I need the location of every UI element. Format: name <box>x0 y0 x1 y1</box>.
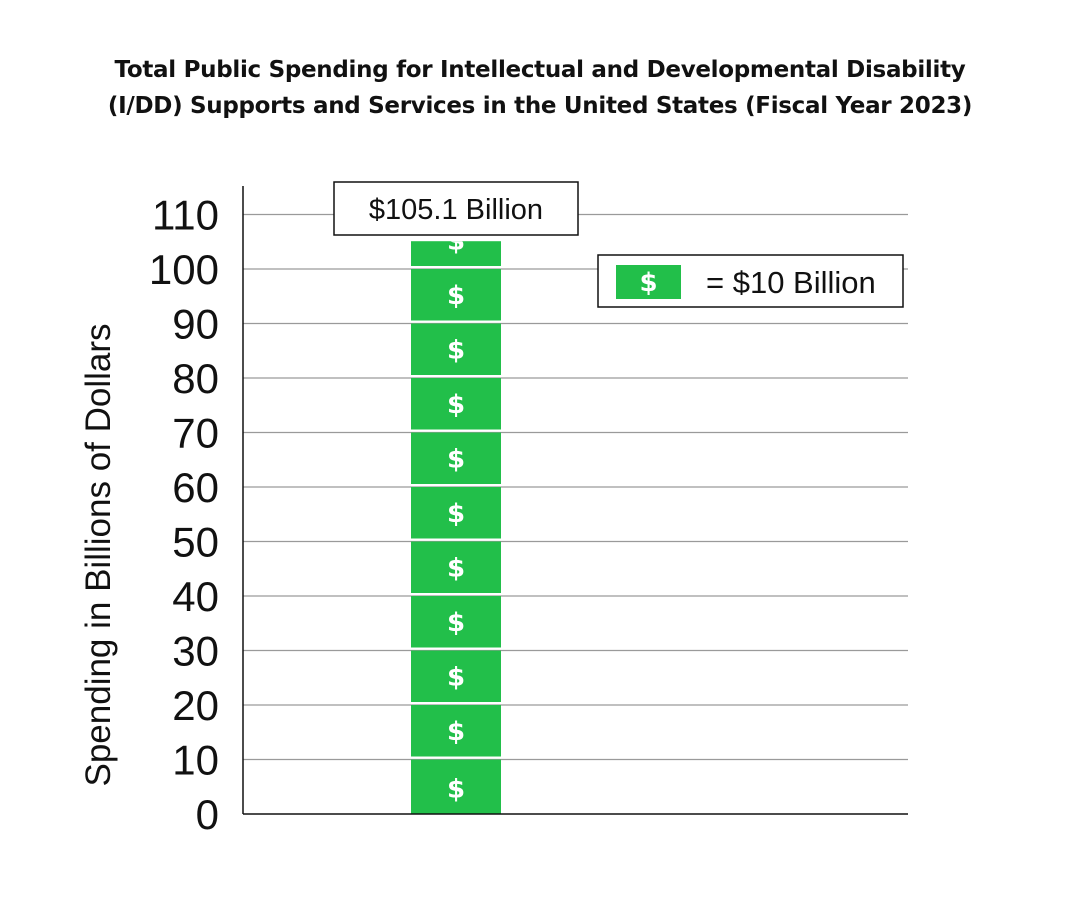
bar-segment <box>411 269 501 321</box>
y-tick-label: 70 <box>172 410 219 457</box>
bar-segment <box>411 650 501 702</box>
axes <box>242 186 908 815</box>
legend: $ = $10 Billion <box>597 254 904 308</box>
legend-swatch <box>616 265 681 299</box>
dollar-icon: $ <box>447 281 465 311</box>
y-tick-label: 60 <box>172 464 219 511</box>
y-tick-labels: 0 10 20 30 40 50 60 70 80 90 100 110 <box>149 192 219 839</box>
dollar-icon: $ <box>447 390 465 420</box>
y-tick-label: 50 <box>172 519 219 566</box>
y-tick-label: 10 <box>172 737 219 784</box>
dollar-icon: $ <box>447 554 465 584</box>
dollar-icon: $ <box>447 775 465 805</box>
bar-segment <box>411 705 501 757</box>
bar-icon: $ <box>411 323 501 375</box>
bar-icon: $ <box>411 596 501 648</box>
bar-icon: $ <box>411 378 501 430</box>
chart-title-line-1: Total Public Spending for Intellectual a… <box>114 57 966 83</box>
legend-label: = $10 Billion <box>706 265 876 300</box>
y-tick-label: 90 <box>172 301 219 348</box>
bar-segment <box>411 596 501 648</box>
bar-icon: $ <box>411 759 501 814</box>
bar-icon: $ <box>411 650 501 702</box>
dollar-icon: $ <box>447 663 465 693</box>
dollar-icon: $ <box>447 445 465 475</box>
y-tick-label: 80 <box>172 355 219 402</box>
bar-stack: $ $ $ $ $ $ $ $ $ $ $ <box>411 227 501 814</box>
bar-icon: $ <box>411 432 501 484</box>
dollar-icon: $ <box>447 717 465 747</box>
bar-segment <box>411 487 501 539</box>
dollar-icon: $ <box>447 227 465 257</box>
dollar-icon: $ <box>447 608 465 638</box>
bar-icon: $ <box>411 487 501 539</box>
data-label-callout: $105.1 Billion <box>333 181 579 236</box>
y-tick-label: 100 <box>149 246 219 293</box>
bar-icon: $ <box>411 269 501 321</box>
y-tick-label: 110 <box>152 192 219 239</box>
bar-segment <box>411 323 501 375</box>
bar-icon: $ <box>411 541 501 593</box>
y-tick-label: 20 <box>172 682 219 729</box>
bar-segment <box>411 759 501 814</box>
dollar-icon: $ <box>447 336 465 366</box>
y-tick-label: 30 <box>172 628 219 675</box>
bar-segment <box>411 541 501 593</box>
bar-segment <box>411 432 501 484</box>
bar-segment <box>411 241 501 266</box>
chart-title-line-2: (I/DD) Supports and Services in the Unit… <box>107 93 973 119</box>
legend-dollar-icon: $ <box>639 268 657 298</box>
dollar-icon: $ <box>447 499 465 529</box>
bar-icon: $ <box>411 227 501 266</box>
y-axis-label: Spending in Billions of Dollars <box>79 323 118 786</box>
data-label-box <box>333 181 579 236</box>
bar-icon: $ <box>411 705 501 757</box>
bar-segment <box>411 378 501 430</box>
data-label: $105.1 Billion <box>369 194 543 226</box>
chart-title: Total Public Spending for Intellectual a… <box>40 52 1040 124</box>
y-tick-label: 0 <box>196 791 219 838</box>
y-tick-label: 40 <box>172 573 219 620</box>
